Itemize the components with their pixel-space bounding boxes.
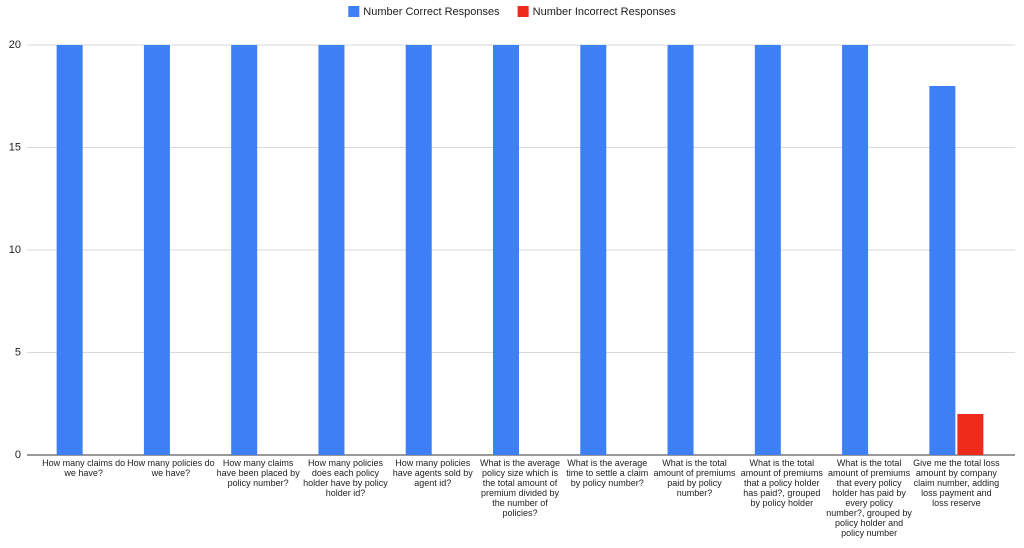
bar xyxy=(957,414,984,455)
bar xyxy=(667,45,694,455)
y-tick-label: 10 xyxy=(9,244,21,256)
legend: Number Correct Responses Number Incorrect… xyxy=(348,6,676,18)
x-tick-label: What is the average time to settle a cla… xyxy=(566,458,649,488)
x-tick-label: How many claims have been placed by poli… xyxy=(216,458,300,488)
legend-swatch xyxy=(517,6,529,17)
x-tick-label: How many policies do we have? xyxy=(127,458,215,478)
x-tick-label-box: What is the total amount of premiums tha… xyxy=(740,458,823,508)
legend-swatch xyxy=(348,6,360,17)
bar xyxy=(493,45,519,455)
x-tick-label: What is the total amount of premiums pai… xyxy=(653,458,736,498)
x-tick-label-box: How many claims do we have? xyxy=(42,458,126,478)
x-tick-label: How many claims do we have? xyxy=(42,458,126,478)
bar xyxy=(143,45,170,455)
y-tick-label: 20 xyxy=(9,39,21,51)
y-tick-label: 15 xyxy=(9,141,21,153)
x-tick-label: What is the average policy size which is… xyxy=(479,458,561,518)
legend-label: Number Correct Responses xyxy=(363,6,500,18)
x-tick-label-box: What is the average policy size which is… xyxy=(479,458,561,518)
x-tick-label-box: How many policies does each policy holde… xyxy=(303,458,388,498)
x-tick-label: What is the total amount of premiums tha… xyxy=(740,458,823,508)
x-tick-label-box: How many policies do we have? xyxy=(127,458,215,478)
bar xyxy=(580,45,607,455)
x-tick-label: What is the total amount of premiums tha… xyxy=(826,458,912,538)
x-tick-label-box: What is the total amount of premiums pai… xyxy=(653,458,736,498)
y-tick-label: 5 xyxy=(15,346,21,358)
bar xyxy=(929,86,956,455)
bar xyxy=(56,45,83,455)
x-tick-label: Give me the total loss amount by company… xyxy=(913,458,1000,508)
bar xyxy=(754,45,781,455)
x-tick-label-box: How many policies have agents sold by ag… xyxy=(392,458,473,488)
bar xyxy=(842,45,869,455)
x-tick-label-box: Give me the total loss amount by company… xyxy=(913,458,1000,508)
x-tick-label-box: What is the total amount of premiums tha… xyxy=(826,458,912,538)
bar xyxy=(318,45,345,455)
legend-label: Number Incorrect Responses xyxy=(533,6,677,18)
bar xyxy=(405,45,432,455)
x-tick-label-box: What is the average time to settle a cla… xyxy=(566,458,649,488)
y-tick-label: 0 xyxy=(15,449,21,461)
x-tick-label: How many policies have agents sold by ag… xyxy=(392,458,473,488)
x-tick-label-box: How many claims have been placed by poli… xyxy=(216,458,300,488)
bar xyxy=(231,45,258,455)
x-tick-label: How many policies does each policy holde… xyxy=(303,458,388,498)
